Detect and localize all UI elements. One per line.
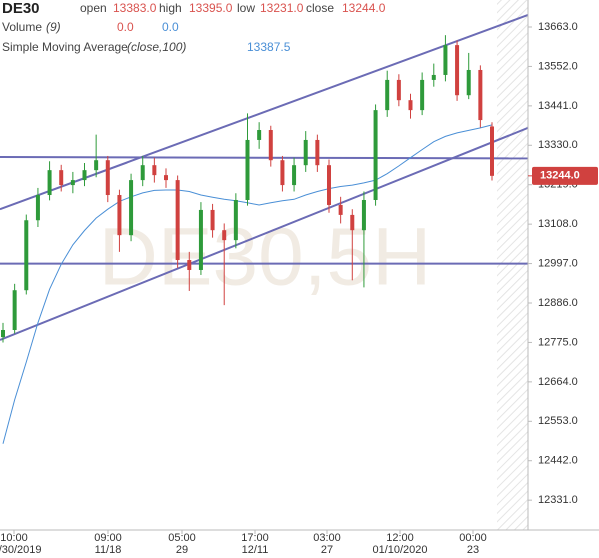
candle-body xyxy=(361,199,366,231)
candle-body xyxy=(396,79,401,101)
candle-body xyxy=(70,180,75,186)
y-tick-label: 13441.0 xyxy=(538,100,578,112)
candle-body xyxy=(1,330,5,338)
candle-body xyxy=(82,170,87,181)
trend-line xyxy=(0,156,529,160)
x-tick-date: 11/18 xyxy=(95,544,122,556)
candle-body xyxy=(350,214,355,231)
candle-body xyxy=(466,69,471,96)
volume-name: Volume xyxy=(2,20,42,34)
sma-params: (close,100) xyxy=(127,40,186,54)
trend-line xyxy=(0,126,529,341)
x-tick-date: 27 xyxy=(321,544,333,556)
candle-body xyxy=(24,220,29,291)
high-value: 13395.0 xyxy=(189,1,233,15)
candle-body xyxy=(12,290,17,331)
candle-body xyxy=(210,209,215,231)
y-tick-label: 12886.0 xyxy=(538,297,578,309)
candle-body xyxy=(175,180,180,261)
candle-body xyxy=(47,170,52,196)
y-tick-label: 12664.0 xyxy=(538,376,578,388)
candle-body xyxy=(338,204,343,215)
candle-body xyxy=(94,160,99,171)
y-tick-label: 12553.0 xyxy=(538,415,578,427)
x-tick-time: 09:00 xyxy=(94,532,122,544)
x-tick-time: 05:00 xyxy=(168,532,196,544)
y-tick-label: 12775.0 xyxy=(538,336,578,348)
x-tick-time: 03:00 xyxy=(313,532,341,544)
sma-value: 13387.5 xyxy=(247,40,291,54)
trend-line xyxy=(0,13,529,211)
y-tick-label: 13108.0 xyxy=(538,218,578,230)
candle-body xyxy=(443,45,448,75)
candle-body xyxy=(164,175,168,181)
candle-body xyxy=(408,100,413,111)
candle-body xyxy=(478,69,483,121)
sma-name: Simple Moving Average xyxy=(2,40,128,54)
candle-body xyxy=(373,110,378,200)
candle-body xyxy=(35,195,40,221)
candle-body xyxy=(117,195,122,236)
future-area xyxy=(497,0,528,530)
y-tick-label: 12442.0 xyxy=(538,455,578,467)
candle-body xyxy=(431,74,436,80)
candle-body xyxy=(257,130,262,140)
candle-body xyxy=(198,209,203,270)
x-tick-date: 23 xyxy=(467,544,479,556)
y-tick-label: 12331.0 xyxy=(538,494,578,506)
candle-body xyxy=(315,139,320,166)
candle-body xyxy=(105,160,110,196)
candle-body xyxy=(245,139,250,200)
y-tick-label: 12997.0 xyxy=(538,257,578,269)
candle-body xyxy=(129,180,134,236)
y-tick-label: 13663.0 xyxy=(538,21,578,33)
y-tick-label: 13552.0 xyxy=(538,60,578,72)
close-value: 13244.0 xyxy=(342,1,386,15)
last-price-label: 13244.0 xyxy=(540,170,580,182)
candle-body xyxy=(292,165,297,186)
x-tick-date: 12/11 xyxy=(242,544,269,556)
open-label: open xyxy=(80,1,107,15)
candle-body xyxy=(59,170,64,186)
plot xyxy=(0,13,529,444)
header: DE30 open 13383.0 high 13395.0 low 13231… xyxy=(2,0,386,54)
high-label: high xyxy=(159,1,182,15)
watermark: DE30,5H xyxy=(99,212,432,303)
candle-body xyxy=(222,230,227,241)
low-value: 13231.0 xyxy=(260,1,304,15)
candle-body xyxy=(140,165,145,181)
symbol: DE30 xyxy=(2,0,40,17)
x-tick-time: 17:00 xyxy=(241,532,269,544)
y-tick-label: 13330.0 xyxy=(538,139,578,151)
x-tick-date: 10/30/2019 xyxy=(0,544,42,556)
x-tick-date: 29 xyxy=(176,544,188,556)
x-tick-time: 00:00 xyxy=(459,532,487,544)
candle-body xyxy=(385,79,390,111)
low-label: low xyxy=(237,1,255,15)
volume-value: 0.0 xyxy=(162,20,179,34)
candle-body xyxy=(280,160,285,186)
last-price-box xyxy=(532,166,598,185)
open-value: 13383.0 xyxy=(113,1,157,15)
candle-body xyxy=(420,79,425,111)
volume-params: (9) xyxy=(46,20,61,34)
candle-body xyxy=(303,139,308,166)
candle-body xyxy=(455,45,460,96)
candle-body xyxy=(490,126,494,176)
volume-value: 0.0 xyxy=(117,20,134,34)
candle-body xyxy=(268,130,273,161)
x-tick-time: 12:00 xyxy=(386,532,414,544)
candle-body xyxy=(187,260,192,270)
close-label: close xyxy=(306,1,334,15)
x-tick-date: 01/10/2020 xyxy=(372,544,427,556)
candle-body xyxy=(233,199,238,241)
x-tick-time: 10:00 xyxy=(0,532,28,544)
candle-body xyxy=(327,165,331,205)
candle-body xyxy=(152,165,157,176)
